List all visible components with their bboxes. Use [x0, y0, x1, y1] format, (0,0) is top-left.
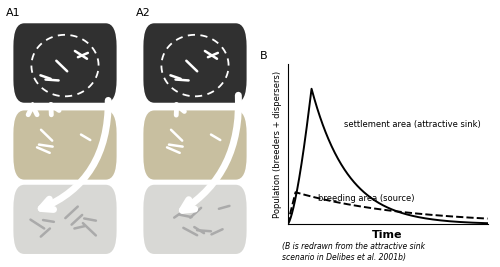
Text: settlement area (attractive sink): settlement area (attractive sink) — [344, 120, 480, 129]
Text: B: B — [260, 51, 267, 61]
FancyBboxPatch shape — [144, 111, 246, 180]
Text: A1: A1 — [6, 8, 21, 18]
Text: A2: A2 — [136, 8, 151, 18]
Y-axis label: Population (breeders + dispersers): Population (breeders + dispersers) — [273, 70, 282, 218]
Text: (B is redrawn from the attractive sink
scenario in Delibes et al. 2001b): (B is redrawn from the attractive sink s… — [282, 242, 426, 262]
FancyBboxPatch shape — [14, 185, 117, 254]
FancyBboxPatch shape — [144, 185, 246, 254]
Text: breeding area (source): breeding area (source) — [318, 194, 414, 203]
FancyBboxPatch shape — [14, 23, 117, 103]
FancyBboxPatch shape — [14, 111, 117, 180]
FancyBboxPatch shape — [144, 23, 246, 103]
X-axis label: Time: Time — [372, 230, 403, 240]
